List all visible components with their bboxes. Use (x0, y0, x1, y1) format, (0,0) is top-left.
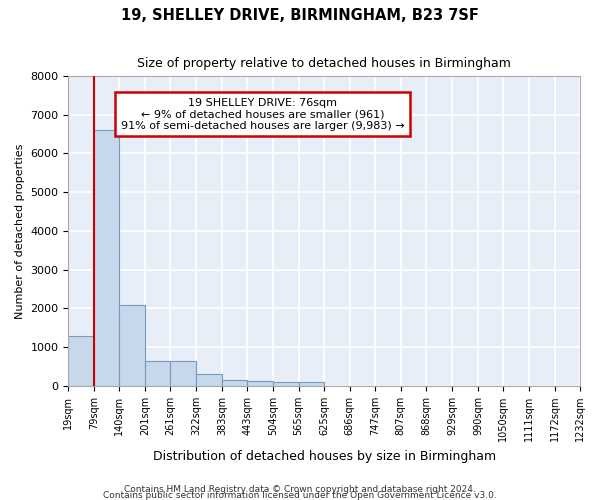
Bar (196, 374, 222, 386)
X-axis label: Distribution of detached houses by size in Birmingham: Distribution of detached houses by size … (152, 450, 496, 462)
Bar (170, 360, 196, 386)
Title: Size of property relative to detached houses in Birmingham: Size of property relative to detached ho… (137, 58, 511, 70)
Bar (94, 130, 119, 386)
Text: 19, SHELLEY DRIVE, BIRMINGHAM, B23 7SF: 19, SHELLEY DRIVE, BIRMINGHAM, B23 7SF (121, 8, 479, 22)
Text: Contains HM Land Registry data © Crown copyright and database right 2024.: Contains HM Land Registry data © Crown c… (124, 485, 476, 494)
Bar (145, 360, 170, 386)
Bar (299, 382, 324, 386)
Bar (68, 336, 94, 386)
Bar (119, 306, 145, 386)
Text: 19 SHELLEY DRIVE: 76sqm
← 9% of detached houses are smaller (961)
91% of semi-de: 19 SHELLEY DRIVE: 76sqm ← 9% of detached… (121, 98, 404, 130)
Bar (247, 382, 273, 386)
Y-axis label: Number of detached properties: Number of detached properties (15, 143, 25, 318)
Text: Contains public sector information licensed under the Open Government Licence v3: Contains public sector information licen… (103, 491, 497, 500)
Bar (273, 382, 299, 386)
Bar (222, 380, 247, 386)
